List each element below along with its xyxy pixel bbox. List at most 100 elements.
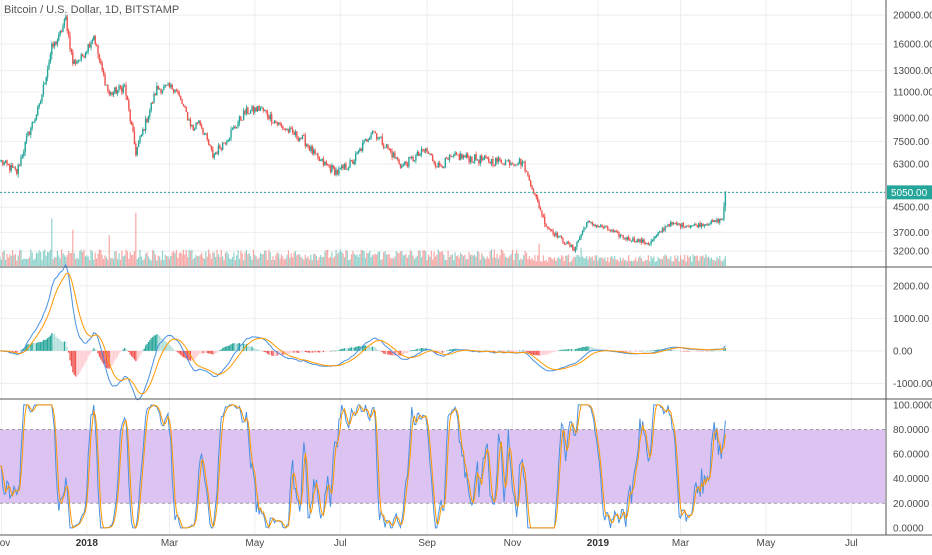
volume-bar <box>121 250 123 266</box>
candle-body <box>577 240 580 243</box>
macd-histogram-bar <box>17 350 19 352</box>
volume-bar <box>672 261 675 266</box>
candle-body <box>644 242 647 244</box>
macd-histogram-bar <box>44 339 46 351</box>
volume-bar <box>692 254 694 266</box>
macd-histogram-bar <box>65 341 67 351</box>
macd-histogram-bar <box>360 346 362 351</box>
macd-histogram-bar <box>387 350 389 355</box>
candle-body <box>647 242 650 245</box>
candle-body <box>705 224 707 226</box>
candle-body <box>546 226 549 228</box>
candle-body <box>123 85 126 86</box>
volume-bar <box>628 255 630 266</box>
macd-histogram-bar <box>706 350 708 352</box>
volume-bar <box>324 251 326 266</box>
volume-bar <box>698 260 700 266</box>
macd-histogram-bar <box>234 343 236 351</box>
volume-bar <box>111 257 113 266</box>
candle-body <box>214 152 217 155</box>
volume-bar <box>338 252 340 266</box>
macd-histogram-bar <box>643 350 645 352</box>
candle-body <box>483 155 486 159</box>
volume-bar <box>185 249 187 266</box>
volume-bar <box>534 255 536 266</box>
volume-bar <box>439 251 441 266</box>
volume-bar <box>674 255 676 266</box>
volume-bar <box>313 253 315 266</box>
macd-histogram-bar <box>654 350 656 351</box>
volume-bar <box>559 258 561 266</box>
volume-bar <box>618 261 620 266</box>
volume-bar <box>65 256 67 266</box>
candle-body <box>62 25 64 32</box>
volume-bar <box>646 260 648 266</box>
volume-bar <box>259 252 262 266</box>
time-axis[interactable]: Nov2018MarMayJulSepNov2019MarMayJul <box>0 538 858 549</box>
macd-histogram-bar <box>450 349 452 351</box>
candle-body <box>503 164 505 166</box>
candle-body <box>412 156 414 162</box>
volume-bar <box>168 258 171 266</box>
candle-body <box>556 232 559 238</box>
candle-body <box>570 244 573 247</box>
volume-bar <box>143 258 145 266</box>
price-tick-label: 9000.00 <box>893 113 930 124</box>
candle-body <box>486 157 489 159</box>
volume-bar <box>49 249 52 266</box>
candle-body <box>255 107 257 112</box>
candle-body <box>325 161 327 165</box>
candle-body <box>305 144 308 147</box>
candle-body <box>272 122 274 124</box>
volume-bar <box>124 255 126 266</box>
volume-bar <box>588 256 591 266</box>
volume-bar <box>688 257 690 266</box>
volume-bar <box>478 252 480 266</box>
macd-histogram-bar <box>111 350 113 366</box>
macd-histogram-bar <box>150 338 152 351</box>
candle-body <box>80 54 82 60</box>
volume-bar <box>384 251 386 266</box>
volume-bar <box>157 255 159 266</box>
candle-body <box>322 159 325 166</box>
candle-body <box>328 164 330 167</box>
volume-bar <box>510 253 512 266</box>
volume-bar <box>131 255 133 266</box>
candle-body <box>381 136 383 145</box>
candle-body <box>13 167 15 169</box>
macd-histogram-bar <box>324 350 326 352</box>
candle-body <box>27 131 29 137</box>
macd-histogram-bar <box>549 350 551 354</box>
volume-bar <box>574 257 577 266</box>
volume-bar <box>367 253 369 266</box>
volume-bar <box>612 258 614 266</box>
macd-histogram-bar <box>336 350 339 352</box>
volume-bar <box>600 257 602 266</box>
volume-bar <box>181 254 183 266</box>
macd-histogram-bar <box>517 350 519 352</box>
candle-body <box>0 160 3 162</box>
time-tick-label: Jul <box>845 538 858 549</box>
volume-bar <box>380 259 382 266</box>
macd-histogram-bar <box>264 350 266 352</box>
candle-body <box>566 241 568 245</box>
candle-body <box>140 134 143 137</box>
volume-bar <box>222 256 224 266</box>
candle-body <box>406 163 409 167</box>
candle-body <box>207 139 210 145</box>
price-axis[interactable]: 3200.003700.004500.006300.007500.009000.… <box>887 11 932 535</box>
macd-histogram-bar <box>332 350 334 352</box>
candle-body <box>266 111 269 117</box>
volume-bar <box>279 258 281 266</box>
volume-bar <box>149 259 151 266</box>
candle-body <box>458 154 461 160</box>
macd-histogram-bar <box>269 350 271 355</box>
macd-histogram-bar <box>147 342 150 351</box>
candle-body <box>539 207 542 211</box>
candle-body <box>233 126 235 129</box>
macd-histogram-bar <box>633 350 635 352</box>
volume-bar <box>321 257 323 266</box>
volume-bar <box>100 250 102 266</box>
volume-bar <box>502 250 504 266</box>
macd-histogram-bar <box>693 350 696 352</box>
